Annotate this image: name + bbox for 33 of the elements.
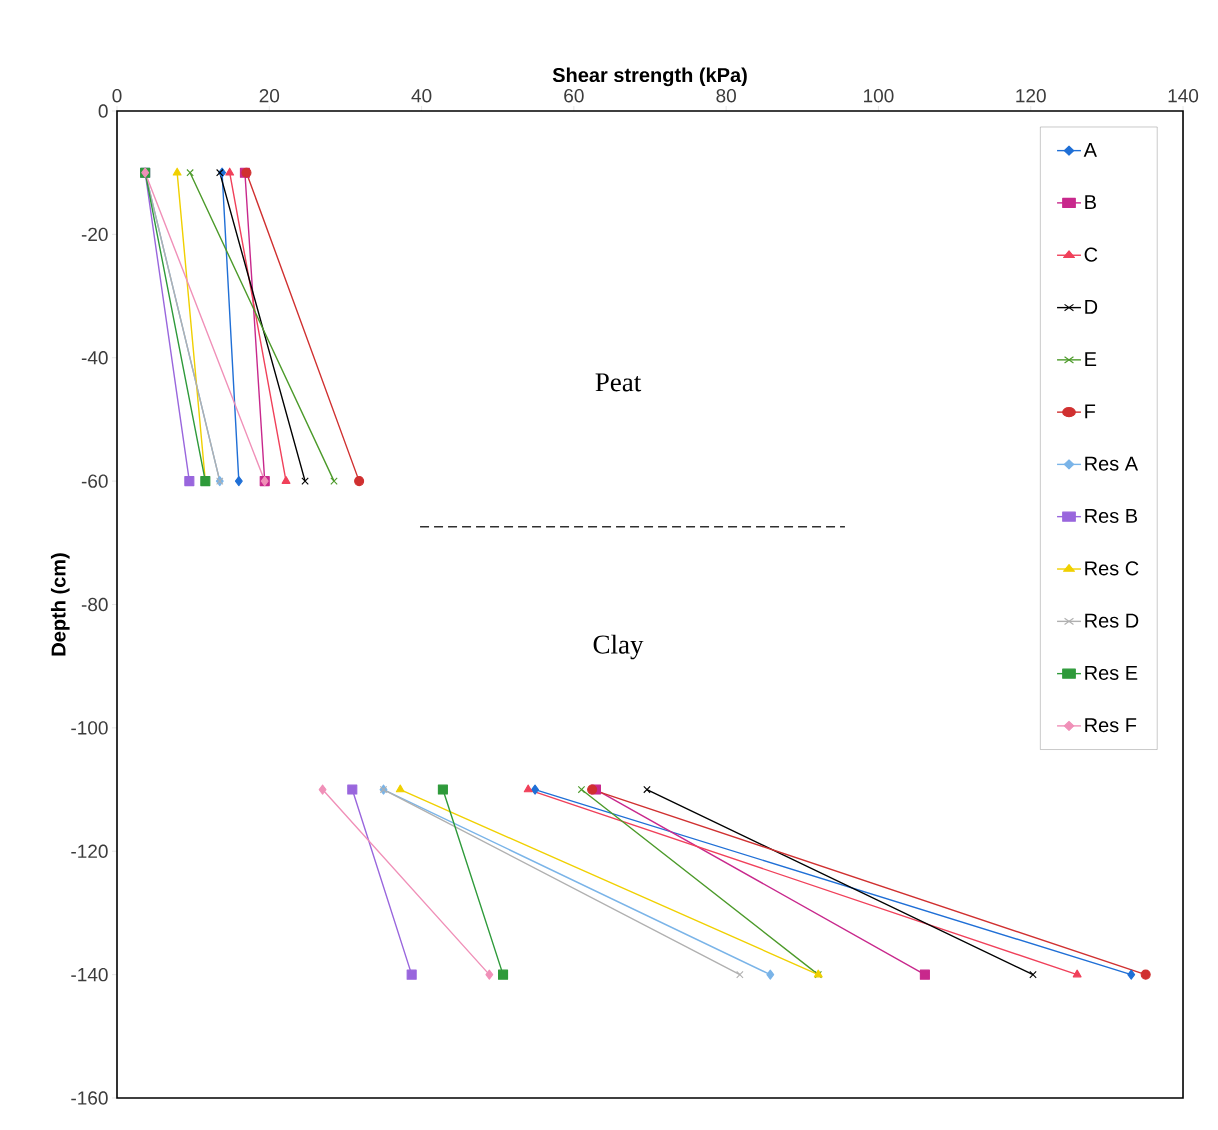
legend-label: Res F [1085,718,1137,733]
legend-label: B [1085,195,1096,210]
legend-label: E [1085,352,1097,366]
legend-label: A [1083,143,1097,157]
y-tick-label: -40 [81,351,108,365]
y-tick-label: -80 [81,597,108,612]
x-tick-label: 20 [259,89,280,103]
y-tick-label: 0 [98,104,108,118]
y-tick-label: -160 [71,1091,108,1105]
x-axis-title: Shear strength (kPa) [552,67,747,87]
y-tick-label: -140 [71,967,108,982]
x-tick-label: 40 [411,89,432,103]
y-tick-label: -20 [81,227,108,242]
y-tick-label: -120 [71,844,108,858]
legend-label: Res C [1085,561,1139,576]
legend-label: C [1084,247,1098,262]
x-tick-label: 60 [564,89,584,103]
legend-label: Res D [1085,613,1139,628]
legend-label: Res B [1085,509,1138,523]
y-tick-label: -100 [71,721,108,735]
x-tick-label: 140 [1168,89,1199,103]
legend-label: D [1085,299,1098,314]
x-tick-label: 80 [716,89,736,103]
legend-label: F [1085,404,1096,419]
annotation: Clay [593,634,644,660]
annotation: Peat [595,373,642,392]
x-tick-label: 100 [864,89,894,103]
legend-label: Res E [1085,666,1138,680]
legend-label: Res A [1085,456,1139,471]
x-tick-label: 120 [1016,89,1046,103]
y-tick-label: -60 [81,474,108,488]
y-axis-title: Depth (cm) [50,553,70,656]
x-tick-label: 0 [112,89,122,103]
